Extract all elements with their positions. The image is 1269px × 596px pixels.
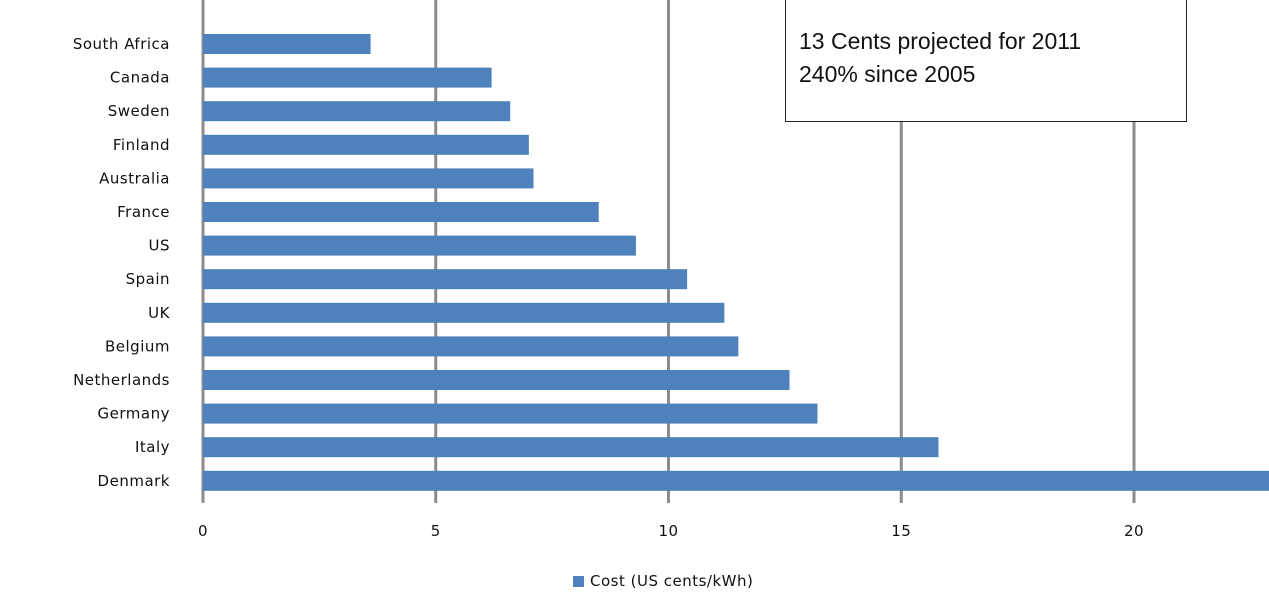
- bars-layer: [203, 34, 1269, 491]
- bar: [203, 101, 511, 122]
- category-label: Italy: [135, 438, 170, 456]
- bar: [203, 336, 739, 357]
- annotation-box: 13 Cents projected for 2011 240% since 2…: [785, 0, 1187, 122]
- annotation-line-1: 13 Cents projected for 2011: [799, 28, 1082, 54]
- legend-label: Cost (US cents/kWh): [590, 572, 753, 590]
- legend: Cost (US cents/kWh): [573, 572, 753, 590]
- bar: [203, 370, 790, 390]
- x-tick-label: 10: [658, 522, 678, 540]
- bar: [203, 202, 599, 222]
- category-label: UK: [148, 304, 170, 322]
- category-labels-layer: South Africa Canada Sweden Finland Australia…: [73, 35, 170, 490]
- bar: [203, 470, 1269, 491]
- bar: [203, 34, 371, 54]
- bar: [203, 403, 818, 424]
- bar: [203, 269, 688, 290]
- category-label: Denmark: [98, 472, 170, 490]
- category-label: Netherlands: [73, 371, 170, 389]
- category-label: US: [148, 237, 170, 255]
- category-label: Spain: [126, 270, 170, 288]
- x-tick-label: 20: [1124, 522, 1144, 540]
- category-label: Germany: [98, 405, 170, 423]
- x-tick-label: 15: [891, 522, 911, 540]
- category-label: Sweden: [108, 102, 170, 120]
- x-tick-label: 0: [198, 522, 208, 540]
- legend-swatch: [573, 576, 584, 587]
- bar: [203, 168, 534, 189]
- bar: [203, 302, 725, 323]
- annotation-line-2: 240% since 2005: [799, 61, 976, 87]
- x-tick-label: 5: [431, 522, 441, 540]
- bar: [203, 437, 939, 458]
- bar: [203, 67, 492, 88]
- category-label: Australia: [99, 169, 170, 187]
- tick-labels-layer: 0 5 10 15 20: [198, 522, 1144, 540]
- bar: [203, 134, 529, 155]
- category-label: Finland: [113, 136, 170, 154]
- category-label: South Africa: [73, 35, 170, 53]
- category-label: Belgium: [105, 337, 170, 355]
- bar: [203, 235, 636, 256]
- category-label: Canada: [110, 69, 170, 87]
- category-label: France: [117, 203, 170, 221]
